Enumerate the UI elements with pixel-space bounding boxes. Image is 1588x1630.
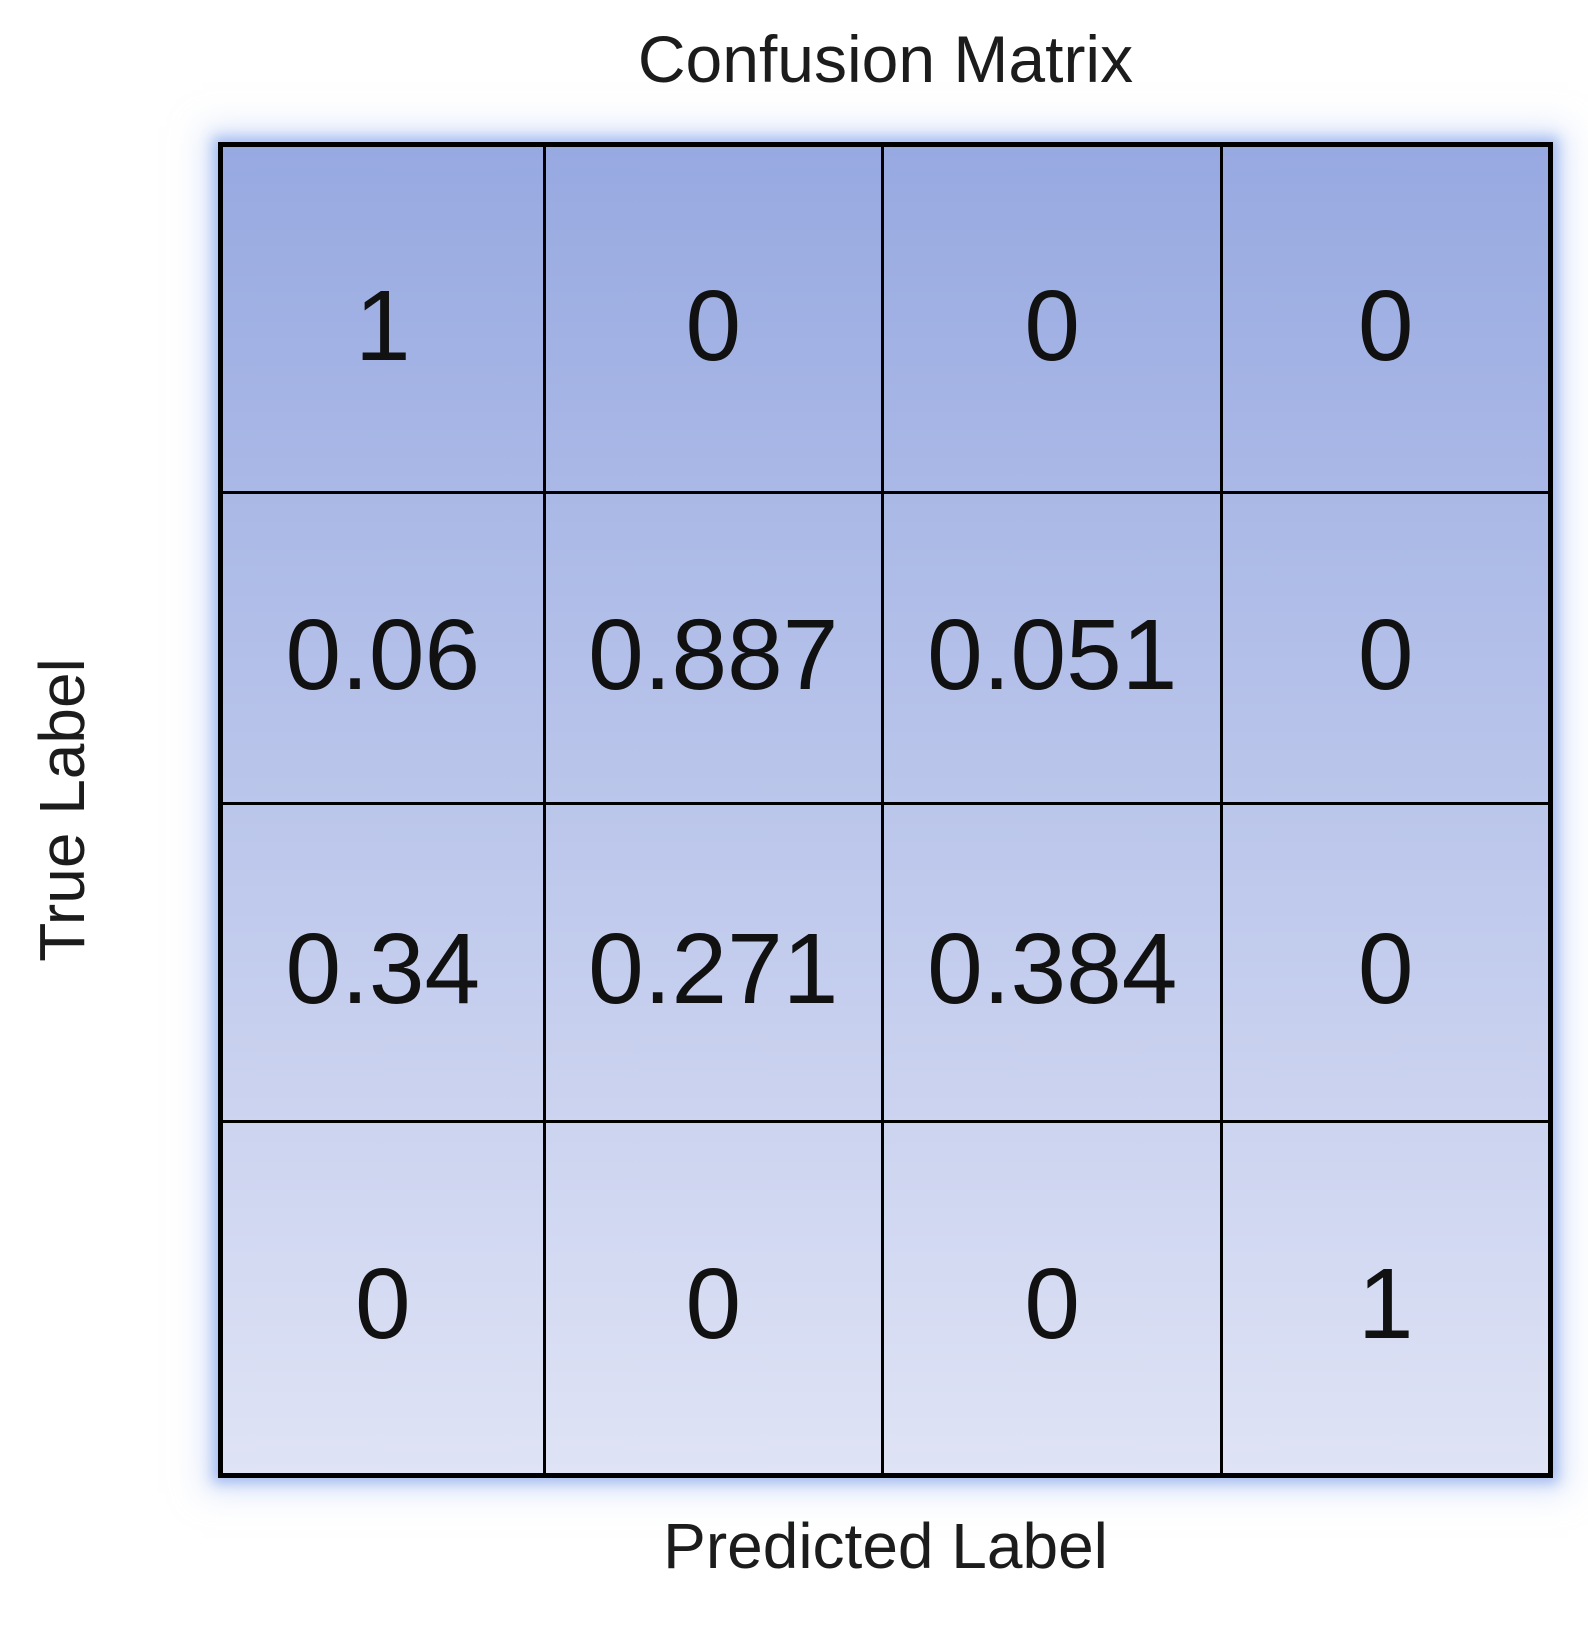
matrix-cell-r2-c0: 0.34 [223,805,546,1123]
x-axis-label: Predicted Label [663,1510,1108,1582]
matrix-cell-r1-c0: 0.06 [223,494,546,806]
matrix-cell-r2-c3: 0 [1223,805,1548,1123]
matrix-cell-r3-c3: 1 [1357,1248,1414,1361]
matrix-cell-r3-c2: 0 [884,1122,1224,1473]
matrix-cell-r1-c3: 0 [1223,494,1548,806]
chart-title: Confusion Matrix [637,22,1134,96]
matrix-cell-r3-c0: 0 [223,1122,546,1473]
matrix-cell-r2-c1: 0.271 [545,805,884,1123]
y-axis-label: True Label [26,658,98,962]
matrix-cell-r3-c1: 0 [546,1122,884,1473]
matrix-cell-r0-c2: 0 [884,147,1224,495]
matrix-cell-r0-c0: 1 [223,147,546,495]
matrix-cell-r0-c1: 0 [545,147,884,495]
matrix-cell-r0-c3: 0 [1223,147,1548,495]
matrix-cell-r1-c1: 0.887 [545,494,884,806]
matrix-cell-r1-c2: 0.051 [884,494,1224,806]
confusion-matrix-grid: 1 0 0 0 0.06 0.887 0.051 0 0.34 0.271 0.… [218,142,1553,1478]
matrix-cell-r2-c2: 0.384 [884,805,1224,1123]
